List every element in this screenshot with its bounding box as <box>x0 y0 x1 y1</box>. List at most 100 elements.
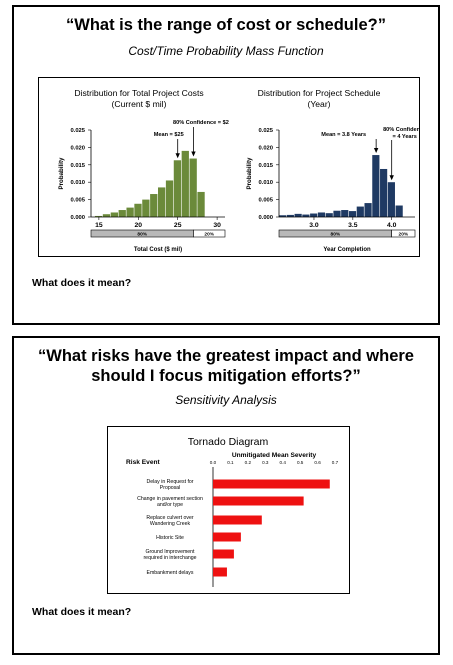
confidence-annotation-line1: 80% Confidence <box>383 127 419 133</box>
histogram-bar <box>142 199 150 217</box>
y-tick-label: 0.010 <box>70 180 85 186</box>
annotation-arrow-head <box>389 175 394 181</box>
confidence-bar-20 <box>391 229 416 238</box>
y-tick-label: 0.025 <box>70 128 85 134</box>
slide1-title: “What is the range of cost or schedule?” <box>66 16 386 34</box>
histogram-bar <box>333 210 341 217</box>
tornado-bar <box>213 567 227 577</box>
y-tick-label: 0.015 <box>70 163 85 169</box>
tornado-bar <box>213 549 234 559</box>
histogram-bar <box>158 187 166 217</box>
slide-cost-schedule: “What is the range of cost or schedule?”… <box>12 5 440 325</box>
histogram-bar <box>102 214 111 217</box>
histogram-bar <box>118 210 126 217</box>
tornado-x-tick-label: 0.0 <box>210 460 217 465</box>
risk-event-label: Replace culvert over <box>146 515 194 521</box>
y-tick-label: 0.005 <box>258 198 273 204</box>
histogram-bar <box>150 194 158 217</box>
histogram-bar <box>294 213 302 217</box>
confidence-annotation-line2: = 4 Years <box>393 134 417 140</box>
confidence-left-label: 80% <box>331 231 341 237</box>
slide-sensitivity: “What risks have the greatest impact and… <box>12 336 440 655</box>
histogram-bar <box>395 205 403 217</box>
histogram-bar <box>325 213 333 217</box>
confidence-bar-20 <box>193 229 226 238</box>
tornado-x-tick-label: 0.3 <box>262 460 269 465</box>
histogram-bar <box>126 207 134 217</box>
x-axis-label: Year Completion <box>323 247 371 253</box>
histogram-bar <box>173 160 182 217</box>
cost-distribution-chart: Distribution for Total Project Costs(Cur… <box>58 88 229 253</box>
x-tick-label: 3.0 <box>309 222 319 229</box>
y-axis-label: Probability <box>246 157 253 190</box>
x-tick-label: 25 <box>174 222 182 229</box>
histogram-bar <box>286 214 294 217</box>
risk-event-label: Ground Improvement <box>145 549 195 555</box>
histogram-bar <box>165 180 174 217</box>
pmf-panel: Distribution for Total Project Costs (Cur… <box>38 77 420 257</box>
annotation-arrow-head <box>191 151 196 157</box>
y-tick-label: 0.010 <box>258 180 273 186</box>
tornado-x-tick-label: 0.5 <box>297 460 304 465</box>
slide2-title-line2: should I focus mitigation efforts?” <box>91 367 361 385</box>
histogram-bar <box>372 155 380 217</box>
histogram-bar <box>387 182 395 217</box>
tornado-diagram-chart: Tornado Diagram Unmitigated Mean Severity… <box>126 436 339 587</box>
histogram-bar <box>302 214 310 217</box>
slide1-subtitle: Cost/Time Probability Mass Function <box>128 44 324 58</box>
slide1-question: What does it mean? <box>32 277 132 289</box>
risk-event-label: Change in pavement section <box>137 496 203 502</box>
tornado-x-axis-label: Unmitigated Mean Severity <box>232 452 317 459</box>
y-tick-label: 0.015 <box>258 163 273 169</box>
histogram-bar <box>134 203 142 217</box>
histogram-bar <box>189 158 197 217</box>
y-tick-label: 0.020 <box>70 145 85 151</box>
chart-title-line2: (Current $ mil) <box>112 99 167 109</box>
y-tick-label: 0.005 <box>70 198 85 204</box>
tornado-x-tick-label: 0.2 <box>245 460 252 465</box>
histogram-bar <box>341 210 349 217</box>
risk-event-label: Delay in Request for <box>147 479 194 485</box>
chart-title-line1: Distribution for Project Schedule <box>258 88 381 98</box>
y-tick-label: 0.000 <box>70 215 85 221</box>
mean-annotation: Mean = $25 <box>154 132 184 138</box>
x-tick-label: 20 <box>135 222 143 229</box>
tornado-x-tick-label: 0.4 <box>280 460 287 465</box>
tornado-x-tick-label: 0.1 <box>227 460 234 465</box>
y-tick-label: 0.025 <box>258 128 273 134</box>
x-tick-label: 15 <box>95 222 103 229</box>
tornado-title: Tornado Diagram <box>188 436 269 448</box>
y-axis-label: Probability <box>58 157 65 190</box>
tornado-bar <box>213 479 330 489</box>
tornado-bar <box>213 532 241 542</box>
x-tick-label: 3.5 <box>348 222 358 229</box>
slide2-subtitle: Sensitivity Analysis <box>175 393 277 407</box>
slide2-title-line1: “What risks have the greatest impact and… <box>38 347 414 365</box>
annotation-arrow-head <box>175 153 180 159</box>
histogram-bar <box>94 215 103 217</box>
histogram-bar <box>364 203 372 217</box>
schedule-distribution-chart: Distribution for Project Schedule(Year) 0… <box>246 88 419 253</box>
risk-event-label: Historic Site <box>156 535 184 541</box>
tornado-bar <box>213 496 304 506</box>
risk-event-label: required in interchange <box>143 555 196 561</box>
slide2-question: What does it mean? <box>32 606 132 618</box>
risk-event-header: Risk Event <box>126 459 161 466</box>
confidence-left-label: 80% <box>137 231 147 237</box>
x-tick-label: 30 <box>213 222 221 229</box>
risk-event-label: and/or type <box>157 502 183 508</box>
chart-title-line2: (Year) <box>307 99 330 109</box>
confidence-right-label: 20% <box>399 231 409 237</box>
mean-annotation: Mean = 3.8 Years <box>321 132 366 138</box>
annotation-arrow-head <box>373 148 379 154</box>
histogram-bar <box>348 211 357 217</box>
histogram-bar <box>380 168 388 217</box>
x-tick-label: 4.0 <box>387 222 397 229</box>
tornado-panel: Tornado Diagram Unmitigated Mean Severity… <box>107 426 350 594</box>
histogram-bar <box>181 150 189 217</box>
tornado-x-tick-label: 0.7 <box>332 460 339 465</box>
histogram-bar <box>110 212 118 217</box>
tornado-x-tick-label: 0.6 <box>314 460 321 465</box>
y-tick-label: 0.000 <box>258 215 273 221</box>
risk-event-label: Wandering Creek <box>150 521 191 527</box>
